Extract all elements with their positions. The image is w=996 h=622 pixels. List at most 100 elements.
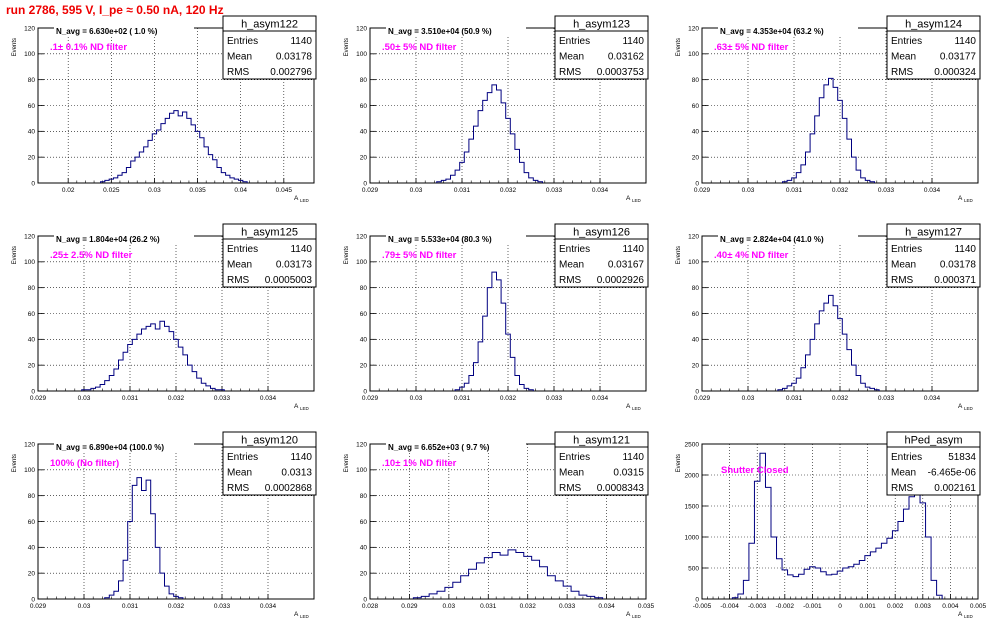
histogram-bin [793, 577, 799, 599]
x-tick-label: 0.029 [362, 187, 379, 194]
y-axis-label: Events [12, 454, 18, 472]
histogram-bin [856, 376, 861, 392]
y-tick-label: 80 [28, 285, 36, 292]
histogram-bin [563, 586, 571, 599]
histogram-bin [806, 355, 811, 391]
x-tick-label: 0.04 [234, 187, 247, 194]
histogram-bin [520, 162, 525, 183]
histogram-bin [796, 378, 801, 391]
navg-background [386, 234, 526, 245]
stats-label-rms: RMS [559, 67, 582, 78]
y-tick-label: 2500 [685, 441, 700, 448]
histogram-bin [126, 168, 130, 184]
histogram-bin [909, 497, 915, 599]
histogram-bin [815, 116, 820, 183]
y-tick-label: 60 [28, 311, 36, 318]
stats-label-mean: Mean [559, 468, 584, 479]
histogram-bin [915, 491, 921, 600]
histogram-bin [469, 569, 477, 599]
histogram-bin [529, 178, 534, 183]
stats-label-entries: Entries [559, 244, 590, 255]
histogram-bin [529, 390, 534, 391]
histogram-bin [595, 598, 603, 599]
histogram-bin [178, 598, 183, 599]
histogram-bin [155, 329, 160, 391]
x-tick-label: 0.031 [454, 395, 471, 402]
y-tick-label: 120 [24, 25, 35, 32]
histogram-bin [464, 152, 469, 183]
y-tick-label: 100 [356, 467, 367, 474]
y-tick-label: 0 [363, 388, 367, 395]
stats-label-rms: RMS [227, 67, 250, 78]
histogram-bin [810, 339, 815, 391]
stats-label-entries: Entries [891, 36, 922, 47]
x-tick-label: 0.034 [598, 603, 615, 610]
histogram-bin [843, 568, 849, 599]
histogram-line [454, 271, 534, 391]
histogram-bin [777, 559, 783, 599]
histogram-bin [842, 334, 847, 391]
stats-value-mean: 0.03162 [608, 52, 645, 63]
y-tick-label: 120 [688, 25, 699, 32]
histogram-bin [524, 556, 532, 599]
stats-value-mean: 0.03178 [940, 260, 977, 271]
panel-h_asym126: 0.029 0.03 0.031 0.032 0.033 0.034 0 20 40 60 80 10… [344, 223, 649, 411]
histogram-bin [187, 118, 191, 183]
histogram-bin [135, 157, 139, 183]
histogram-bin [870, 182, 875, 183]
x-tick-label: 0.034 [924, 187, 941, 194]
x-tick-label: 0.035 [638, 603, 655, 610]
x-axis-label-sub: LED [632, 198, 642, 203]
x-tick-label: -0.005 [693, 603, 712, 610]
navg-background [718, 234, 858, 245]
histogram-bin [783, 388, 788, 391]
y-axis-label: Events [12, 38, 18, 56]
histogram-bin [213, 160, 217, 183]
histogram-bin [524, 173, 529, 183]
histogram-bin [870, 388, 875, 391]
stats-label-mean: Mean [559, 260, 584, 271]
x-tick-label: -0.002 [776, 603, 795, 610]
y-tick-label: 40 [360, 129, 368, 136]
stats-value-entries: 1140 [622, 36, 644, 47]
histogram-line [81, 320, 225, 391]
y-tick-label: 40 [692, 337, 700, 344]
histogram-bin [547, 576, 555, 599]
histogram-bin [497, 280, 502, 391]
x-axis-label-sub: LED [964, 198, 974, 203]
y-tick-label: 0 [31, 596, 35, 603]
histogram-bin [833, 306, 838, 391]
histogram-bin [148, 140, 152, 183]
y-tick-label: 120 [24, 233, 35, 240]
x-tick-label: 0.025 [103, 187, 120, 194]
x-axis-label: A [294, 403, 299, 410]
histogram-bin [487, 93, 492, 183]
x-tick-label: 0.032 [168, 395, 185, 402]
navg-label: N_avg = 3.510e+04 (50.9 %) [388, 27, 492, 36]
histogram-bin [478, 111, 483, 183]
x-tick-label: 0.03 [443, 603, 456, 610]
y-tick-label: 20 [360, 362, 368, 369]
y-tick-label: 120 [356, 441, 367, 448]
x-axis-label-sub: LED [300, 198, 310, 203]
x-tick-label: 0.004 [942, 603, 959, 610]
y-tick-label: 120 [356, 25, 367, 32]
x-tick-label: 0.002 [887, 603, 904, 610]
histogram-bin [832, 574, 838, 599]
histogram-bin [119, 581, 124, 599]
y-tick-label: 100 [24, 51, 35, 58]
histogram-bin [460, 387, 465, 391]
histogram-line [731, 452, 943, 599]
x-tick-label: 0.035 [189, 187, 206, 194]
stats-value-entries: 1140 [954, 36, 976, 47]
histogram-bin [451, 175, 456, 183]
histogram-bin [464, 383, 469, 391]
panel-h_asym121: 0.028 0.029 0.03 0.031 0.032 0.033 0.034 0.035 0… [344, 431, 655, 619]
histogram-bin [217, 168, 221, 184]
y-tick-label: 80 [692, 285, 700, 292]
histogram-bin [520, 385, 525, 391]
y-tick-label: 60 [692, 103, 700, 110]
x-tick-label: 0.033 [546, 395, 563, 402]
histogram-bin [132, 485, 137, 599]
histogram-bin [460, 162, 465, 183]
